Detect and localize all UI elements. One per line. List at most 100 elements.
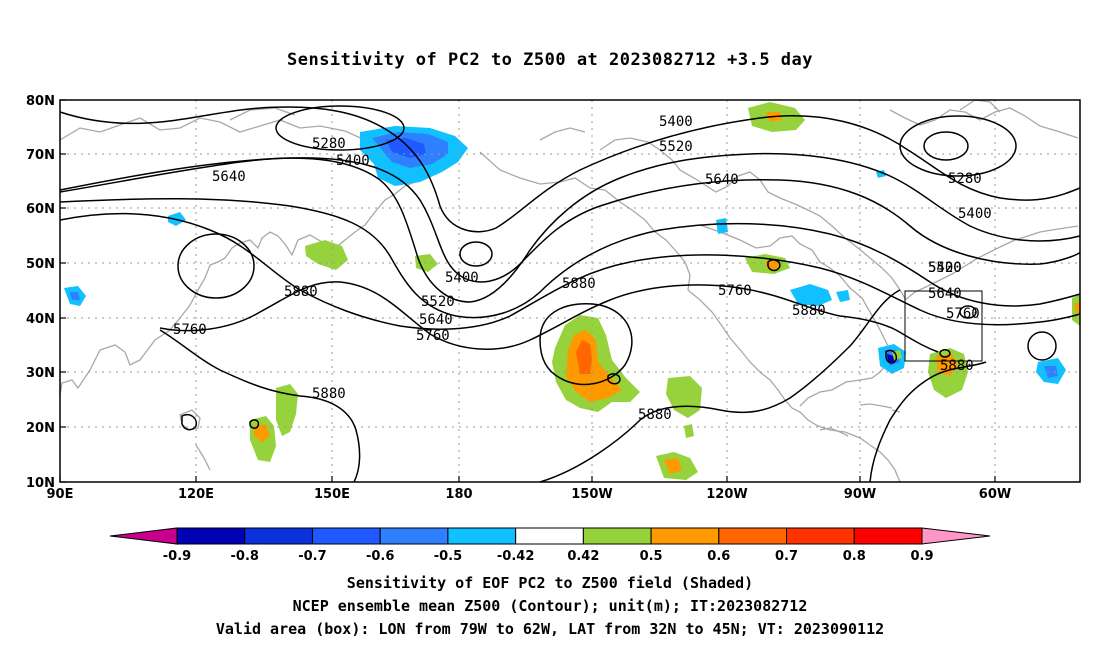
contour-label: 5280 xyxy=(948,171,982,187)
colorbar-cell xyxy=(515,527,584,545)
contour-label: 5880 xyxy=(284,284,318,300)
colorbar: -0.9 -0.8 -0.7 -0.6 -0.5 -0.42 0.42 0.5 0.6 0.7 0.… xyxy=(109,527,991,564)
colorbar-cell xyxy=(718,527,788,545)
contour-label: 5400 xyxy=(659,114,693,130)
lat-label: 50N xyxy=(26,257,55,272)
positive-sensitivity-area xyxy=(276,384,298,436)
contour-line xyxy=(923,131,969,161)
contour-line xyxy=(839,315,939,353)
positive-sensitivity-area xyxy=(415,254,438,272)
contour-label: 5640 xyxy=(705,172,739,188)
contour-line xyxy=(59,197,1081,319)
positive-sensitivity-area xyxy=(936,354,958,376)
colorbar-cell xyxy=(176,527,246,545)
contour-label: 5880 xyxy=(792,303,826,319)
contour-line xyxy=(249,419,260,429)
contour-line xyxy=(439,115,1081,233)
lat-label: 80N xyxy=(26,94,55,109)
contour-line xyxy=(59,212,1081,330)
contour-label-group: 5280 5400 5640 5400 5520 5640 5760 5880 … xyxy=(173,114,992,423)
contour-label: 5640 xyxy=(419,312,453,328)
contour-label: 5400 xyxy=(928,260,962,276)
positive-sensitivity-area xyxy=(576,340,592,374)
lon-label: 180 xyxy=(445,487,472,502)
colorbar-cell xyxy=(447,527,517,545)
lon-label: 90W xyxy=(844,487,876,502)
contour-line xyxy=(59,106,441,207)
contour-line xyxy=(177,233,255,299)
colorbar-tick-label: -0.9 xyxy=(163,549,191,564)
colorbar-tick-label: 0.42 xyxy=(567,549,599,564)
positive-sensitivity-area xyxy=(684,424,694,438)
negative-sensitivity-area xyxy=(836,290,850,302)
colorbar-cell xyxy=(311,527,381,545)
negative-sensitivity-area xyxy=(790,284,832,306)
contour-label: 5640 xyxy=(212,169,246,185)
longitude-labels: 90E 120E 150E 180 150W 120W 90W 60W xyxy=(47,487,1012,502)
contour-label: 5400 xyxy=(336,153,370,169)
contour-line xyxy=(459,241,493,267)
contour-line xyxy=(899,115,1017,177)
valid-area-box xyxy=(904,290,983,362)
positive-sensitivity-area xyxy=(305,240,348,270)
contour-label: 5400 xyxy=(445,270,479,286)
positive-sensitivity-area xyxy=(1074,302,1080,314)
lat-label: 30N xyxy=(26,366,55,381)
contour-label: 5520 xyxy=(421,294,455,310)
colorbar-tick-label: -0.6 xyxy=(366,549,394,564)
lat-label: 40N xyxy=(26,312,55,327)
caption-shaded: Sensitivity of EOF PC2 to Z500 field (Sh… xyxy=(346,574,754,592)
negative-sensitivity-area xyxy=(386,138,426,158)
contour-line xyxy=(539,303,633,386)
colorbar-tick-label: -0.5 xyxy=(434,549,462,564)
colorbar-tick-label: 0.6 xyxy=(707,549,730,564)
colorbar-tick-label: 0.7 xyxy=(775,549,798,564)
contour-line xyxy=(59,157,1081,283)
negative-sensitivity-area xyxy=(716,218,728,234)
contour-label: 5760 xyxy=(946,306,980,322)
colorbar-cell xyxy=(244,527,313,545)
colorbar-tick-label: 0.8 xyxy=(843,549,866,564)
gridlines xyxy=(60,100,1080,482)
negative-sensitivity-area xyxy=(887,354,894,362)
contour-line xyxy=(767,259,781,272)
contour-label: 5520 xyxy=(928,260,962,276)
contour-label: 5520 xyxy=(659,139,693,155)
lat-label: 60N xyxy=(26,202,55,217)
contour-label: 5760 xyxy=(173,322,207,338)
axis-ticks xyxy=(59,99,996,483)
colorbar-cell xyxy=(786,527,855,545)
negative-sensitivity-area xyxy=(70,292,80,300)
contour-line xyxy=(607,373,621,385)
colorbar-tick-label: 0.9 xyxy=(910,549,933,564)
contour-line xyxy=(159,329,361,483)
lat-label: 20N xyxy=(26,421,55,436)
colorbar-cell xyxy=(582,527,652,545)
map-frame xyxy=(59,99,1081,483)
latitude-labels: 80N 70N 60N 50N 40N 30N 20N 10N xyxy=(26,94,55,491)
lon-label: 120W xyxy=(706,487,747,502)
map-title: Sensitivity of PC2 to Z500 at 2023082712… xyxy=(286,50,813,70)
z500-contours xyxy=(59,105,1081,483)
contour-line xyxy=(885,349,898,364)
positive-sensitivity-area xyxy=(664,458,682,474)
lat-label: 70N xyxy=(26,148,55,163)
negative-sensitivity-area xyxy=(1044,366,1058,378)
contour-line xyxy=(959,305,977,319)
colorbar-high-arrow xyxy=(921,527,991,545)
contour-label: 5280 xyxy=(312,136,346,152)
contour-line xyxy=(181,414,198,431)
colorbar-tick-label: -0.8 xyxy=(231,549,259,564)
contour-line xyxy=(539,289,901,483)
colorbar-cell xyxy=(853,527,923,545)
contour-label: 5760 xyxy=(416,328,450,344)
contour-line xyxy=(159,281,841,350)
contour-label: 5760 xyxy=(718,283,752,299)
colorbar-cells xyxy=(176,527,923,545)
contour-line xyxy=(1027,331,1057,361)
colorbar-labels: -0.9 -0.8 -0.7 -0.6 -0.5 -0.42 0.42 0.5 0.6 0.7 0.… xyxy=(163,549,934,564)
colorbar-tick-label: -0.7 xyxy=(298,549,326,564)
contour-line xyxy=(869,361,987,483)
caption-valid-area: Valid area (box): LON from 79W to 62W, L… xyxy=(215,620,885,638)
